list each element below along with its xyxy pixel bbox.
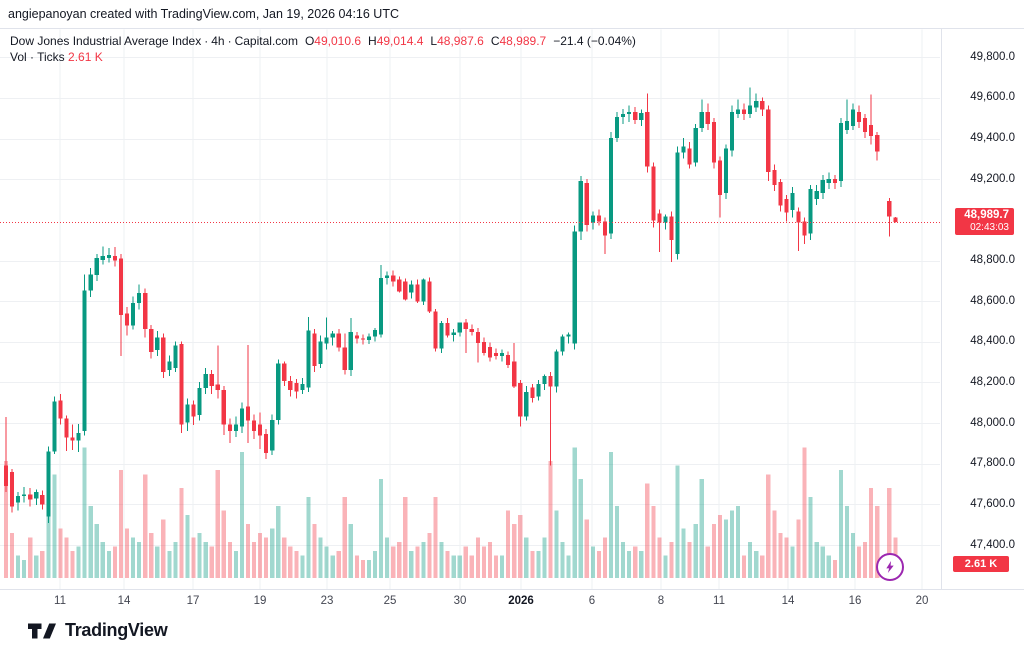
time-axis-label: 17	[186, 595, 200, 607]
time-axis-label: 14	[117, 595, 131, 607]
attribution-bar: angiepanoyan created with TradingView.co…	[0, 0, 1024, 29]
time-axis-label: 16	[848, 595, 862, 607]
ohlc-close-value: 48,989.7	[499, 34, 547, 48]
volume-legend: Vol · Ticks 2.61 K	[10, 50, 103, 64]
ohlc-high-label: H	[368, 34, 377, 48]
flash-button[interactable]	[876, 553, 904, 581]
price-axis-label: 48,800.0	[970, 254, 1015, 266]
time-axis-label: 11	[713, 595, 725, 607]
ohlc-low-label: L	[430, 34, 438, 48]
volume-series	[3, 447, 898, 578]
legend-separator: ·	[204, 34, 209, 48]
time-axis-label: 8	[657, 595, 665, 607]
ohlc-open-label: O	[304, 34, 315, 48]
current-price-value: 48,989.7	[964, 209, 1009, 222]
time-axis-label: 23	[320, 595, 334, 607]
symbol-legend: Dow Jones Industrial Average Index · 4h · Ca…	[10, 34, 636, 48]
legend-exchange: Capital.com	[234, 34, 298, 48]
grid	[0, 29, 940, 589]
legend-interval: 4h	[211, 34, 225, 48]
ohlc-open-value: 49,010.6	[314, 34, 362, 48]
price-axis-label: 49,200.0	[970, 172, 1015, 185]
time-axis[interactable]: 11 14 17 19 23 25 30 2026 6 8 11 14 16 20	[0, 589, 1024, 611]
price-axis-label: 47,400.0	[970, 538, 1015, 551]
legend-symbol: Dow Jones Industrial Average Index	[10, 34, 202, 48]
price-axis[interactable]: 49,800.0 49,600.0 49,400.0 49,200.0 48,800.0…	[941, 29, 1024, 590]
price-axis-label: 49,600.0	[970, 91, 1015, 104]
time-axis-label: 20	[915, 595, 929, 607]
price-axis-label: 48,600.0	[970, 294, 1015, 307]
candlestick-series	[3, 87, 898, 524]
time-axis-label: 11	[54, 595, 66, 607]
current-price-badge: 48,989.7 02:43:03	[955, 208, 1014, 236]
time-axis-label: 30	[453, 595, 467, 607]
volume-value: 2.61 K	[68, 50, 103, 64]
price-axis-label: 48,200.0	[970, 375, 1015, 388]
attribution-text: angiepanoyan created with TradingView.co…	[8, 7, 399, 21]
price-axis-label: 48,000.0	[970, 416, 1015, 429]
price-axis-label: 47,800.0	[970, 457, 1015, 470]
time-axis-label: 19	[253, 595, 267, 607]
tradingview-logo[interactable]: TradingView	[27, 619, 168, 642]
chart-canvas[interactable]	[0, 0, 941, 610]
lightning-bolt-icon	[886, 561, 894, 573]
footer: TradingView	[0, 610, 1024, 661]
legend-separator: ·	[227, 34, 232, 48]
price-axis-label: 47,600.0	[970, 497, 1015, 510]
price-axis-label: 48,400.0	[970, 335, 1015, 348]
ohlc-close-label: C	[490, 34, 500, 48]
tradingview-logo-text: TradingView	[65, 620, 168, 640]
time-axis-label: 25	[383, 595, 397, 607]
bar-countdown: 02:43:03	[970, 222, 1009, 234]
volume-badge: 2.61 K	[953, 556, 1009, 572]
time-axis-label: 6	[588, 595, 596, 607]
time-axis-label: 14	[781, 595, 795, 607]
ohlc-high-value: 49,014.4	[376, 34, 424, 48]
price-axis-label: 49,400.0	[970, 132, 1015, 145]
change-value: −21.4 (−0.04%)	[553, 34, 636, 48]
volume-label: Vol · Ticks	[10, 50, 65, 64]
time-axis-label: 2026	[508, 595, 534, 607]
ohlc-low-value: 48,987.6	[437, 34, 484, 48]
tradingview-logo-icon	[28, 623, 56, 639]
price-axis-label: 49,800.0	[970, 50, 1015, 63]
